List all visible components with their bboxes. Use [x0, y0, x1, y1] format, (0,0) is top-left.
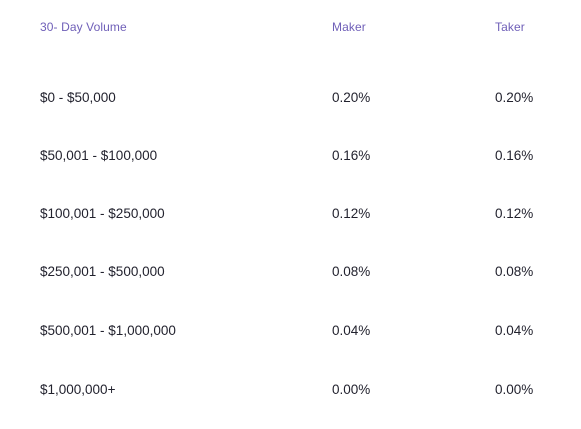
volume-cell: $100,001 - $250,000: [40, 206, 165, 221]
maker-fee-cell: 0.20%: [332, 90, 371, 105]
maker-fee-cell: 0.04%: [332, 323, 371, 338]
taker-fee-cell: 0.04%: [495, 323, 534, 338]
table-header-row: 30- Day Volume Maker Taker: [0, 0, 581, 56]
volume-cell: $250,001 - $500,000: [40, 264, 165, 279]
header-taker: Taker: [495, 20, 525, 34]
table-row: $250,001 - $500,000 0.08% 0.08%: [0, 243, 581, 301]
table-row: $50,001 - $100,000 0.16% 0.16%: [0, 127, 581, 185]
maker-fee-cell: 0.08%: [332, 264, 371, 279]
header-maker: Maker: [332, 20, 366, 34]
volume-cell: $0 - $50,000: [40, 90, 116, 105]
volume-cell: $50,001 - $100,000: [40, 148, 158, 163]
table-row: $100,001 - $250,000 0.12% 0.12%: [0, 185, 581, 243]
taker-fee-cell: 0.16%: [495, 148, 534, 163]
header-30-day-volume: 30- Day Volume: [40, 20, 127, 34]
taker-fee-cell: 0.20%: [495, 90, 534, 105]
taker-fee-cell: 0.08%: [495, 264, 534, 279]
maker-fee-cell: 0.16%: [332, 148, 371, 163]
table-row: $0 - $50,000 0.20% 0.20%: [0, 69, 581, 127]
maker-fee-cell: 0.12%: [332, 206, 371, 221]
maker-fee-cell: 0.00%: [332, 382, 371, 397]
taker-fee-cell: 0.12%: [495, 206, 534, 221]
volume-cell: $500,001 - $1,000,000: [40, 323, 176, 338]
table-row: $1,000,000+ 0.00% 0.00%: [0, 361, 581, 419]
taker-fee-cell: 0.00%: [495, 382, 534, 397]
table-row: $500,001 - $1,000,000 0.04% 0.04%: [0, 302, 581, 360]
volume-cell: $1,000,000+: [40, 382, 116, 397]
